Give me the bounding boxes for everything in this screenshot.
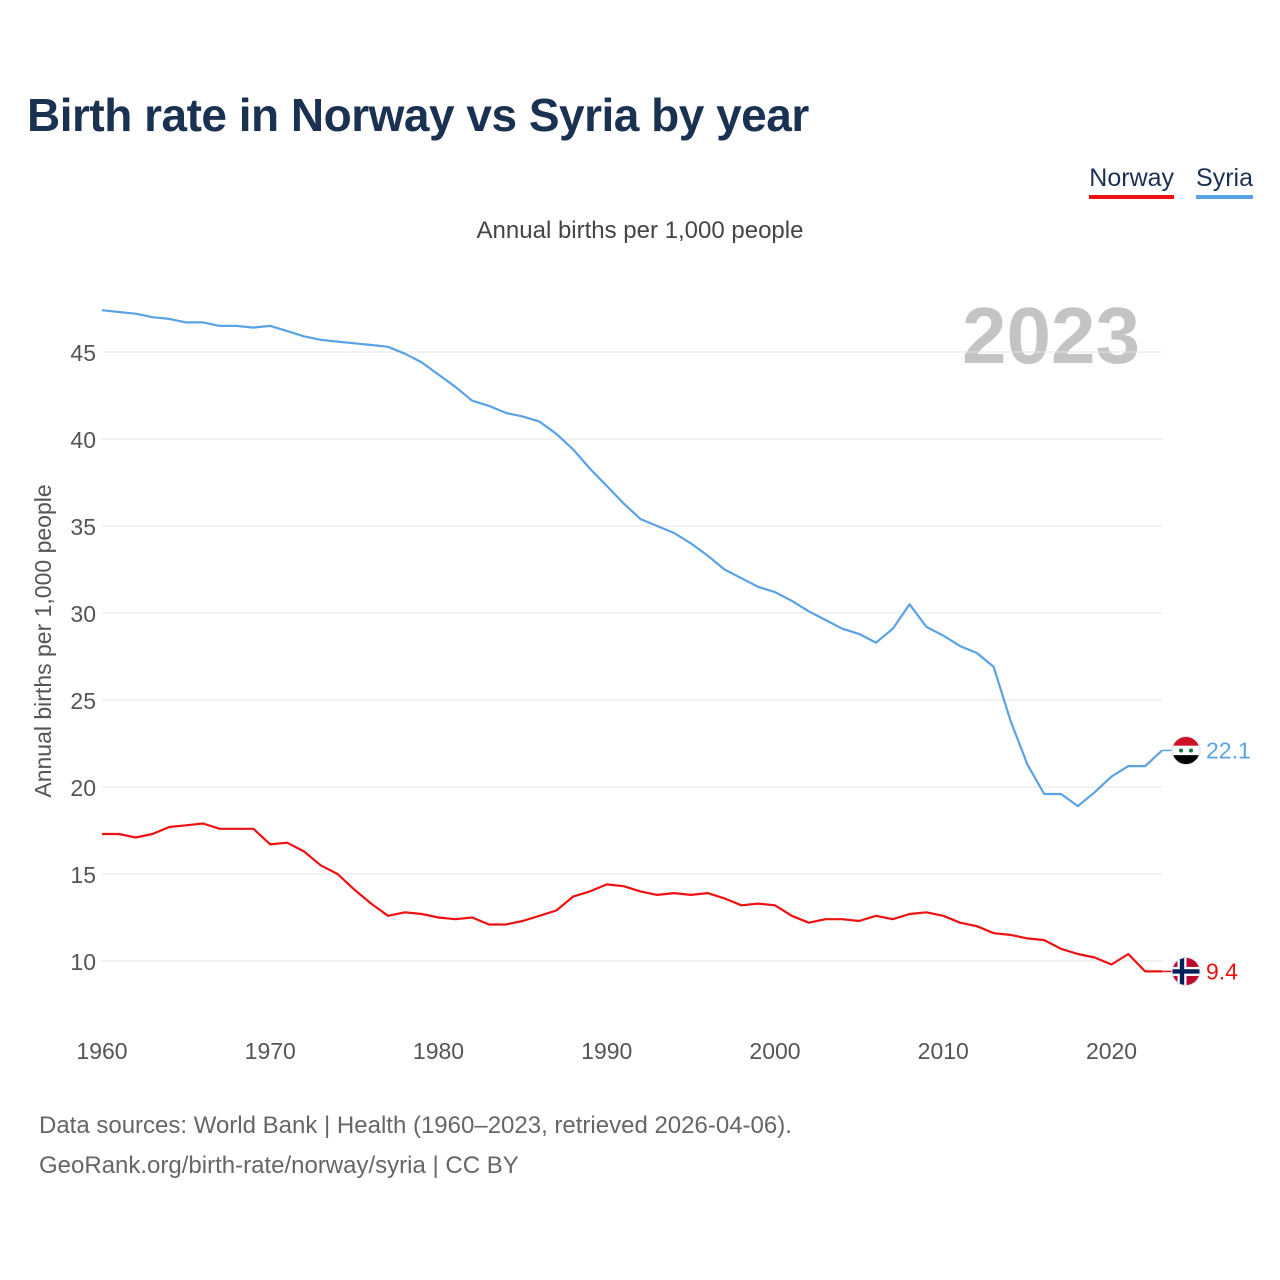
y-tick-label: 45 [70,340,96,366]
series-line-norway [102,822,1162,973]
source-line-2[interactable]: GeoRank.org/birth-rate/norway/syria | CC… [39,1152,519,1179]
flag-outline [1171,956,1201,986]
end-value-label-syria: 22.1 [1206,737,1251,763]
y-tick-label: 35 [70,514,96,540]
x-tick-label: 2020 [1086,1038,1137,1064]
source-line-1: Data sources: World Bank | Health (1960–… [39,1112,792,1139]
y-tick-label: 25 [70,688,96,714]
flag-outline [1171,735,1201,765]
flag-band-white [1172,745,1200,756]
y-tick-label: 10 [70,949,96,975]
x-tick-label: 1990 [581,1038,632,1064]
y-tick-label: 30 [70,601,96,627]
legend-norway[interactable]: Norway [1089,164,1175,199]
flag-band-red [1172,736,1200,746]
norway-flag-icon [1172,957,1200,986]
data-source: Data sources: World Bank | Health (1960–… [39,1106,792,1186]
x-tick-label: 2000 [749,1038,800,1064]
y-tick-label: 15 [70,862,96,888]
syria-flag-icon [1172,736,1200,765]
chart-subtitle: Annual births per 1,000 people [476,217,804,244]
chart-title: Birth rate in Norway vs Syria by year [27,89,809,141]
y-tick-label: 40 [70,427,96,453]
legend: Norway Syria [1089,164,1253,199]
end-value-label-norway: 9.4 [1206,958,1238,984]
x-tick-label: 1970 [245,1038,296,1064]
y-tick-label: 20 [70,775,96,801]
flag-band-black [1172,755,1200,765]
x-tick-label: 1980 [413,1038,464,1064]
series-line-syria [101,309,1163,808]
year-watermark: 2023 [962,291,1140,380]
flag-star [1179,748,1183,753]
x-tick-label: 1960 [76,1038,127,1064]
flag-star [1189,748,1193,753]
legend-syria[interactable]: Syria [1196,164,1253,199]
x-tick-label: 2010 [918,1038,969,1064]
flag-cross-blue-v [1179,957,1185,986]
y-axis-label: Annual births per 1,000 people [30,484,56,797]
flag-cross-blue-h [1172,969,1200,974]
